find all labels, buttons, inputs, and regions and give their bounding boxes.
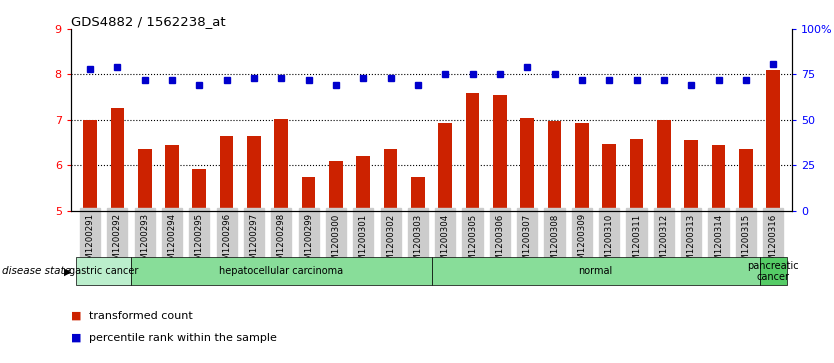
Bar <box>439 123 452 211</box>
Bar <box>548 121 561 211</box>
Text: transformed count: transformed count <box>89 311 193 321</box>
Text: percentile rank within the sample: percentile rank within the sample <box>89 333 277 343</box>
Bar <box>465 93 480 211</box>
Text: GDS4882 / 1562238_at: GDS4882 / 1562238_at <box>71 15 225 28</box>
Text: ■: ■ <box>71 311 82 321</box>
Bar <box>131 257 432 285</box>
Bar <box>575 123 589 211</box>
Bar <box>630 139 643 211</box>
Text: ■: ■ <box>71 333 82 343</box>
Text: normal: normal <box>579 266 613 276</box>
Bar <box>193 169 206 211</box>
Bar <box>165 145 178 211</box>
Bar <box>274 119 288 211</box>
Bar <box>138 149 152 211</box>
Bar <box>711 145 726 211</box>
Bar <box>520 118 534 211</box>
Bar <box>432 257 760 285</box>
Bar <box>602 144 616 211</box>
Bar <box>302 176 315 211</box>
Bar <box>411 176 425 211</box>
Bar <box>356 156 370 211</box>
Text: ▶: ▶ <box>64 266 72 276</box>
Bar <box>766 70 780 211</box>
Bar <box>657 120 671 211</box>
Text: gastric cancer: gastric cancer <box>69 266 138 276</box>
Bar <box>329 160 343 211</box>
Text: hepatocellular carcinoma: hepatocellular carcinoma <box>219 266 344 276</box>
Bar <box>739 149 752 211</box>
Bar <box>111 109 124 211</box>
Bar <box>760 257 786 285</box>
Bar <box>493 95 507 211</box>
Bar <box>685 140 698 211</box>
Bar <box>77 257 131 285</box>
Bar <box>384 149 398 211</box>
Bar <box>220 136 234 211</box>
Bar <box>83 120 97 211</box>
Text: disease state: disease state <box>2 266 71 276</box>
Text: pancreatic
cancer: pancreatic cancer <box>747 261 799 282</box>
Bar <box>247 136 261 211</box>
